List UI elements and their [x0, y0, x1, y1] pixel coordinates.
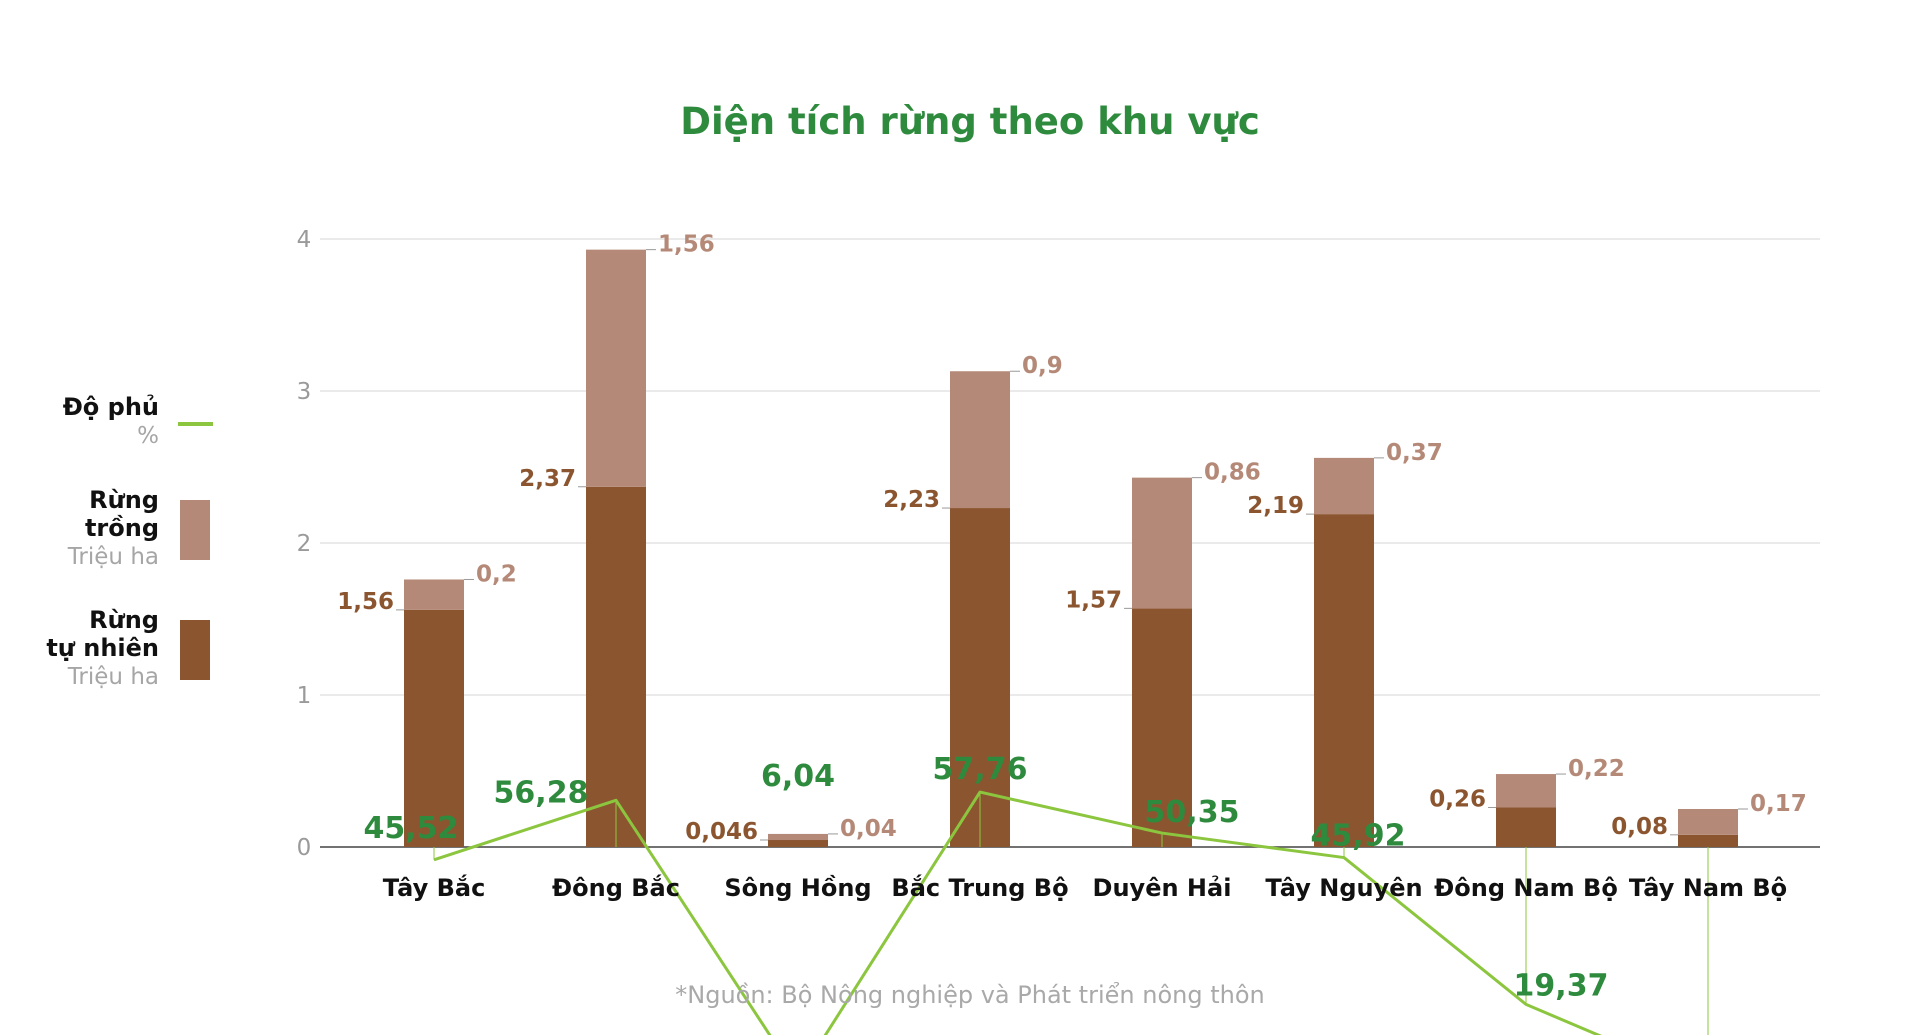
coverage-value-label: 50,35 [1145, 795, 1240, 830]
bar-natural-forest [768, 840, 828, 847]
planted-value-label: 1,56 [658, 232, 715, 258]
x-category-label: Bắc Trung Bộ [891, 873, 1068, 902]
legend-coverage-name: Độ phủ [63, 393, 159, 421]
natural-value-label: 2,19 [1247, 493, 1304, 519]
planted-value-label: 0,04 [840, 816, 897, 842]
coverage-line-group [433, 790, 1709, 1035]
x-category-label: Tây Nam Bộ [1629, 874, 1787, 902]
legend-planted-swatch [180, 500, 210, 560]
legend-coverage-unit: % [137, 423, 159, 449]
bar-planted-forest [950, 371, 1010, 509]
natural-value-label: 0,046 [685, 819, 758, 845]
bar-natural-forest [1678, 834, 1738, 847]
legend-planted-name-line1: Rừng [89, 486, 159, 514]
legend-planted-unit: Triệu ha [67, 544, 159, 570]
bars [404, 249, 1738, 847]
bar-natural-forest [950, 508, 1010, 847]
y-tick-label: 4 [297, 227, 312, 253]
natural-value-label: 0,08 [1611, 814, 1668, 840]
bar-natural-forest [1132, 608, 1192, 847]
coverage-value-label: 6,04 [761, 759, 835, 794]
coverage-value-label: 19,37 [1514, 968, 1609, 1003]
natural-value-label: 2,37 [519, 466, 576, 492]
bar-planted-forest [1496, 774, 1556, 808]
legend-planted-name-line2: trồng [85, 514, 159, 542]
planted-value-label: 0,2 [476, 561, 517, 587]
y-tick-label: 3 [297, 379, 312, 405]
y-tick-label: 1 [297, 683, 312, 709]
y-tick-label: 0 [297, 835, 312, 861]
x-category-label: Tây Nguyên [1265, 874, 1422, 902]
bar-planted-forest [586, 249, 646, 487]
grid-lines: 0 1 2 3 4 [297, 227, 1820, 861]
coverage-line [433, 790, 1602, 1035]
planted-value-label: 0,22 [1568, 756, 1625, 782]
chart-title: Diện tích rừng theo khu vực [680, 100, 1260, 143]
bar-planted-forest [768, 833, 828, 841]
coverage-value-label: 56,28 [494, 775, 589, 810]
legend-natural-unit: Triệu ha [67, 664, 159, 690]
bar-natural-forest [1496, 807, 1556, 847]
legend-natural-name-line1: Rừng [89, 606, 159, 634]
legend-natural-name-line2: tự nhiên [46, 634, 159, 662]
coverage-value-label: 45,52 [364, 811, 459, 846]
x-category-label: Đông Bắc [552, 873, 680, 902]
bar-natural-forest [586, 486, 646, 847]
bar-planted-forest [1132, 477, 1192, 609]
x-category-label: Sông Hồng [724, 874, 871, 902]
bar-planted-forest [404, 579, 464, 610]
planted-value-label: 0,17 [1750, 791, 1807, 817]
y-tick-label: 2 [297, 531, 312, 557]
bar-natural-forest [1314, 514, 1374, 847]
natural-value-label: 0,26 [1429, 786, 1486, 812]
source-note: *Nguồn: Bộ Nông nghiệp và Phát triển nôn… [675, 981, 1264, 1009]
x-category-label: Tây Bắc [383, 873, 486, 902]
planted-value-label: 0,9 [1022, 353, 1063, 379]
natural-value-label: 1,56 [337, 589, 394, 615]
x-category-label: Đông Nam Bộ [1434, 874, 1618, 902]
coverage-value-label: 45,92 [1311, 819, 1406, 854]
bar-planted-forest [1314, 457, 1374, 515]
planted-value-label: 0,37 [1386, 440, 1443, 466]
natural-value-label: 1,57 [1065, 587, 1122, 613]
coverage-value-label: 57,76 [933, 752, 1028, 787]
planted-value-label: 0,86 [1204, 460, 1261, 486]
bar-natural-forest [404, 609, 464, 847]
natural-value-label: 2,23 [883, 487, 940, 513]
legend-natural-swatch [180, 620, 210, 680]
data-labels: Tây Bắc 1,56 0,2 Đông Bắc 2,37 1,56 Sông Hồng 0… [337, 232, 1807, 1004]
bar-planted-forest [1678, 809, 1738, 835]
x-category-label: Duyên Hải [1093, 874, 1232, 902]
